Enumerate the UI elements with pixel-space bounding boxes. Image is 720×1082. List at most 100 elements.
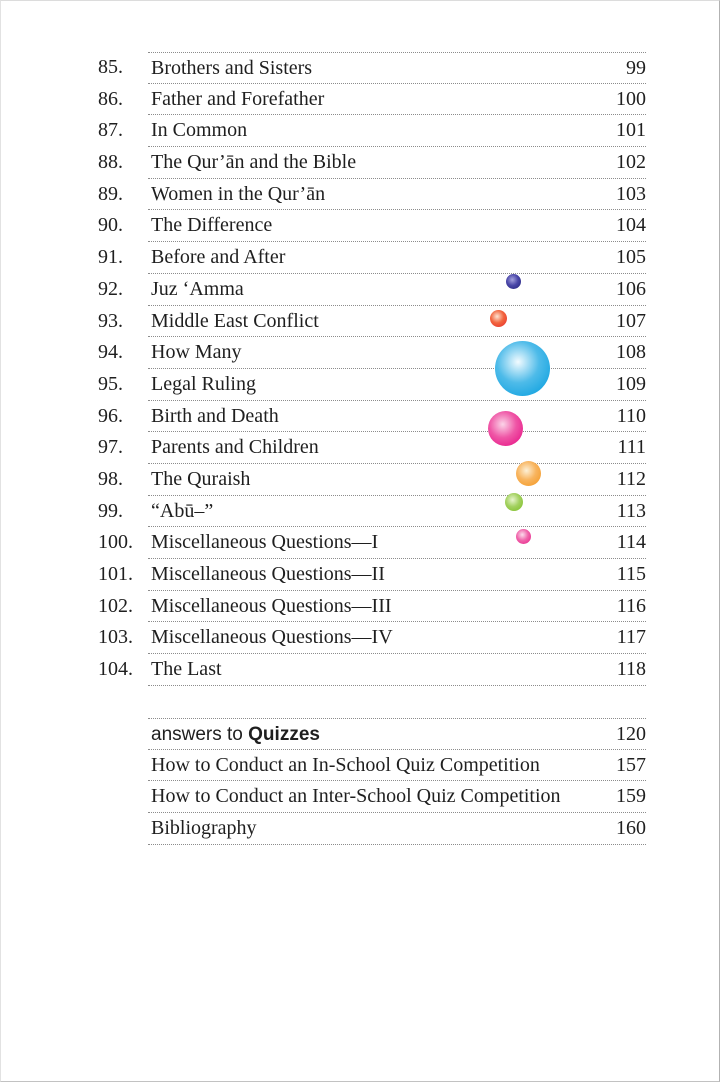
toc-entry-row: 95. Legal Ruling 109 bbox=[1, 369, 720, 401]
cyan-ball bbox=[494, 340, 550, 396]
leader-line: Father and Forefather 100 bbox=[148, 84, 646, 116]
entry-title: “Abū–” bbox=[151, 499, 214, 522]
leader-line: The Quraish 112 bbox=[148, 464, 646, 496]
back-matter-row: How to Conduct an In-School Quiz Competi… bbox=[1, 750, 720, 782]
toc-entry-row: 85. Brothers and Sisters 99 bbox=[1, 52, 720, 84]
leader-line: Bibliography 160 bbox=[148, 813, 646, 845]
entry-page-number: 116 bbox=[616, 594, 646, 617]
toc-entry-row: 101. Miscellaneous Questions—II 115 bbox=[1, 559, 720, 591]
entry-page-number: 113 bbox=[616, 499, 646, 522]
entry-page-number: 102 bbox=[616, 151, 646, 174]
entry-page-number: 114 bbox=[616, 531, 646, 554]
entry-title: Father and Forefather bbox=[151, 87, 325, 110]
entry-title: Miscellaneous Questions—II bbox=[151, 563, 385, 585]
entry-title: Parents and Children bbox=[151, 436, 319, 459]
entry-title: Miscellaneous Questions—III bbox=[151, 594, 392, 617]
entry-title: Before and After bbox=[151, 246, 286, 269]
toc-entry-row: 97. Parents and Children 111 bbox=[1, 432, 720, 464]
entry-number: 89. bbox=[98, 182, 123, 205]
entry-page-number: 101 bbox=[616, 119, 646, 142]
toc-entry-row: 103. Miscellaneous Questions—IV 117 bbox=[1, 622, 720, 655]
entry-page-number: 108 bbox=[616, 341, 646, 364]
entry-page-number: 105 bbox=[616, 246, 646, 269]
leader-line: Parents and Children 111 bbox=[148, 432, 646, 464]
entry-number: 90. bbox=[98, 214, 123, 237]
toc-entry-row: 96. Birth and Death 110 bbox=[1, 401, 720, 433]
leader-line: The Qur’ān and the Bible 102 bbox=[148, 147, 646, 179]
entry-page-number: 107 bbox=[616, 309, 646, 332]
back-matter-list: answers to Quizzes 120 How to Conduct an I… bbox=[1, 718, 720, 845]
back-matter-row: Bibliography 160 bbox=[1, 813, 720, 845]
entry-number: 86. bbox=[98, 87, 123, 110]
entry-page-number: 99 bbox=[626, 57, 646, 79]
entry-number: 103. bbox=[98, 626, 133, 649]
entry-page-number: 159 bbox=[616, 785, 646, 808]
entry-title: Birth and Death bbox=[151, 404, 279, 427]
toc-entry-row: 92. Juz ‘Amma 106 bbox=[1, 274, 720, 306]
entry-number: 101. bbox=[98, 563, 133, 585]
toc-entry-row: 91. Before and After 105 bbox=[1, 242, 720, 274]
entry-title: Brothers and Sisters bbox=[151, 57, 313, 79]
entry-page-number: 104 bbox=[616, 214, 646, 237]
entry-page-number: 118 bbox=[616, 658, 646, 681]
toc-entry-row: 94. How Many 108 bbox=[1, 337, 720, 369]
toc-entry-row: 88. The Qur’ān and the Bible 102 bbox=[1, 147, 720, 179]
leader-line: Before and After 105 bbox=[148, 242, 646, 274]
entry-number: 99. bbox=[98, 499, 123, 522]
leader-line: Birth and Death 110 bbox=[148, 401, 646, 433]
entry-title: How Many bbox=[151, 341, 242, 364]
toc-entry-row: 104. The Last 118 bbox=[1, 654, 720, 686]
toc-entry-row: 89. Women in the Qur’ān 103 bbox=[1, 179, 720, 211]
green-ball bbox=[505, 493, 523, 511]
entry-page-number: 117 bbox=[616, 626, 646, 649]
entry-title: Bibliography bbox=[151, 817, 257, 840]
toc-entry-row: 87. In Common 101 bbox=[1, 115, 720, 148]
entry-page-number: 100 bbox=[616, 87, 646, 110]
entry-title: The Difference bbox=[151, 214, 273, 237]
leader-line: The Last 118 bbox=[148, 654, 646, 686]
leader-line: answers to Quizzes 120 bbox=[148, 718, 646, 750]
orange-ball bbox=[515, 460, 541, 486]
entry-number: 92. bbox=[98, 277, 123, 300]
entry-title: The Last bbox=[151, 658, 222, 681]
leader-line: Brothers and Sisters 99 bbox=[148, 52, 646, 84]
entry-title-bold: Quizzes bbox=[248, 724, 320, 745]
entry-title: Women in the Qur’ān bbox=[151, 182, 326, 205]
entry-page-number: 115 bbox=[616, 563, 646, 585]
leader-line: Women in the Qur’ān 103 bbox=[148, 179, 646, 211]
pink-ball bbox=[515, 528, 531, 544]
leader-line: “Abū–” 113 bbox=[148, 496, 646, 528]
leader-line: Miscellaneous Questions—I 114 bbox=[148, 527, 646, 559]
entry-number: 94. bbox=[98, 341, 123, 364]
entry-title: The Quraish bbox=[151, 467, 251, 490]
entry-number: 104. bbox=[98, 658, 133, 681]
entry-title-regular: answers to bbox=[151, 724, 249, 745]
leader-line: Middle East Conflict 107 bbox=[148, 306, 646, 338]
entry-title: Juz ‘Amma bbox=[151, 277, 244, 300]
entry-title: Miscellaneous Questions—I bbox=[151, 531, 379, 554]
back-matter-row: answers to Quizzes 120 bbox=[1, 718, 720, 750]
entry-title: answers to Quizzes bbox=[148, 719, 320, 749]
entry-title: In Common bbox=[151, 119, 248, 142]
leader-line: How to Conduct an In-School Quiz Competi… bbox=[148, 750, 646, 782]
entry-page-number: 111 bbox=[617, 436, 646, 459]
toc-entry-row: 93. Middle East Conflict 107 bbox=[1, 306, 720, 338]
entry-title: Middle East Conflict bbox=[151, 309, 319, 332]
toc-entry-row: 98. The Quraish 112 bbox=[1, 464, 720, 496]
entry-title: Legal Ruling bbox=[151, 372, 256, 395]
leader-line: The Difference 104 bbox=[148, 210, 646, 243]
leader-line: How Many 108 bbox=[148, 337, 646, 369]
entry-page-number: 110 bbox=[616, 404, 646, 427]
magenta-ball bbox=[487, 410, 523, 446]
entry-number: 98. bbox=[98, 467, 123, 490]
entry-number: 93. bbox=[98, 309, 123, 332]
leader-line: Miscellaneous Questions—II 115 bbox=[148, 559, 646, 591]
entry-number: 102. bbox=[98, 594, 133, 617]
entry-page-number: 160 bbox=[616, 817, 646, 840]
entry-page-number: 103 bbox=[616, 182, 646, 205]
entry-number: 87. bbox=[98, 119, 123, 142]
entry-number: 95. bbox=[98, 372, 123, 395]
entry-page-number: 109 bbox=[616, 372, 646, 395]
leader-line: How to Conduct an Inter-School Quiz Comp… bbox=[148, 781, 646, 814]
